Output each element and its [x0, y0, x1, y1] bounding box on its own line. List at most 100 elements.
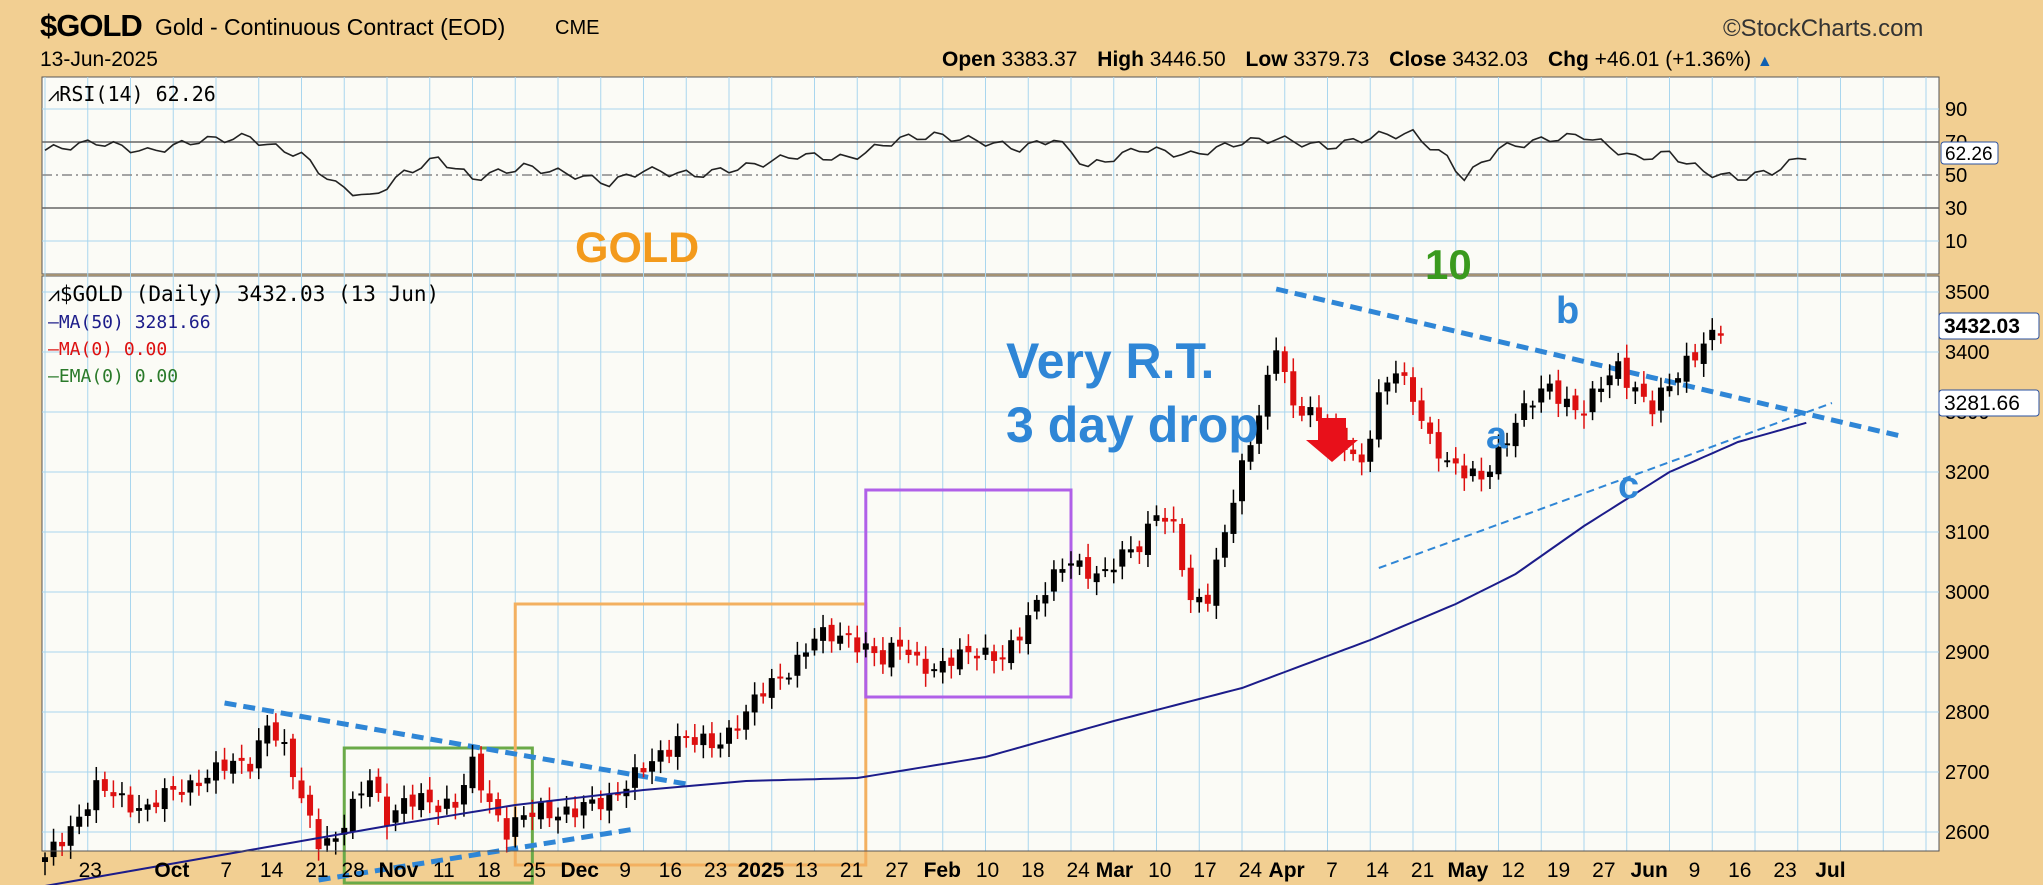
- candle-body: [820, 627, 827, 641]
- wave-10-label: 10: [1425, 241, 1472, 288]
- candle-body: [1666, 386, 1673, 392]
- candle-body: [1221, 532, 1228, 558]
- upper-trendline-2025: [1275, 286, 1901, 439]
- candle-body: [1016, 636, 1023, 641]
- x-axis: 23 Oct 7 14 21 28 Nov 11 18 25 Dec 9 16 23 2025 13 21 27 F…: [42, 850, 1939, 882]
- brand-link[interactable]: ©StockCharts.com: [1723, 15, 1924, 42]
- candle-body: [700, 733, 707, 746]
- candle-body: [1375, 392, 1382, 440]
- price-legend-item: —EMA(0) 0.00: [48, 366, 178, 387]
- x-tick-label: 12: [1502, 859, 1525, 882]
- candle-body: [1709, 329, 1716, 341]
- candle-body: [751, 694, 758, 713]
- x-tick-label: 13: [795, 859, 818, 882]
- candle-body: [50, 841, 57, 858]
- candle-body: [118, 793, 125, 796]
- trendlines: [224, 286, 1901, 883]
- candle-body: [255, 740, 262, 769]
- candle-body: [375, 776, 382, 794]
- candle-body: [879, 650, 886, 665]
- candle-body: [956, 649, 963, 670]
- candle-body: [452, 801, 459, 808]
- candle-body: [1469, 468, 1476, 477]
- x-tick-label: 10: [976, 859, 999, 882]
- candle-body: [1435, 432, 1442, 459]
- candle-body: [657, 750, 664, 762]
- y-tick-label: 2900: [1945, 642, 1990, 664]
- x-tick-label: 14: [260, 859, 284, 882]
- x-tick-label: Oct: [154, 859, 189, 882]
- price-legend-item: ⩘$GOLD (Daily) 3432.03 (13 Jun): [48, 282, 439, 306]
- consolidation-box-orange: [513, 602, 868, 867]
- candle-body: [1598, 388, 1605, 392]
- candle-body: [1127, 549, 1134, 553]
- candle-body: [486, 793, 493, 802]
- y-tick-label: 3500: [1945, 282, 1990, 304]
- candle-body: [264, 725, 271, 744]
- x-tick-label: 19: [1547, 859, 1570, 882]
- candle-body: [1700, 343, 1707, 364]
- candle-body: [170, 786, 177, 790]
- rsi-layer: [44, 128, 1807, 197]
- x-tick-label: 10: [1148, 859, 1171, 882]
- high-label: High: [1097, 48, 1144, 71]
- candle-body: [426, 789, 433, 803]
- candle-body: [982, 647, 989, 655]
- description: Gold - Continuous Contract (EOD): [155, 14, 506, 40]
- x-tick-label: 18: [1021, 859, 1044, 882]
- candle-body: [1581, 413, 1587, 416]
- lower-trendline-2025: [1378, 402, 1833, 569]
- candle-body: [828, 624, 835, 642]
- candle-body: [1606, 375, 1613, 386]
- candle-body: [811, 638, 818, 651]
- candle-body: [1068, 563, 1074, 566]
- wave-c-label: c: [1618, 465, 1639, 507]
- candle-body: [1623, 357, 1630, 388]
- y-tick-label: 3100: [1945, 522, 1990, 544]
- as-of-date: 13-Jun-2025: [40, 48, 158, 71]
- rsi-tick-label: 10: [1945, 231, 1967, 253]
- candle-body: [1230, 502, 1237, 534]
- candle-body: [1478, 470, 1485, 480]
- candle-body: [1144, 523, 1151, 555]
- x-tick-label: May: [1447, 859, 1488, 882]
- candle-body: [153, 802, 160, 808]
- candle-body: [460, 785, 467, 805]
- candle-body: [1384, 382, 1391, 392]
- y-tick-label: 2600: [1945, 822, 1990, 844]
- chg-label: Chg: [1547, 48, 1589, 71]
- candle-body: [289, 738, 296, 778]
- candle-body: [862, 643, 869, 650]
- candle-body: [281, 742, 288, 745]
- rsi-legend: ⩘RSI(14) 62.26: [48, 82, 216, 106]
- wave-a-label: a: [1486, 415, 1508, 457]
- candle-body: [1042, 595, 1049, 604]
- candle-body: [777, 676, 784, 679]
- candle-body: [392, 810, 399, 823]
- candle-body: [965, 645, 972, 653]
- candle-body: [358, 793, 365, 796]
- candle-body: [341, 827, 348, 835]
- y-tick-label: 2700: [1945, 762, 1990, 784]
- candle-body: [1059, 569, 1066, 573]
- x-tick-label: 16: [659, 859, 682, 882]
- x-tick-label: 25: [523, 859, 546, 882]
- candle-body: [1717, 333, 1724, 336]
- candle-body: [1315, 407, 1322, 422]
- candle-body: [1572, 395, 1579, 411]
- candle-body: [1538, 388, 1545, 403]
- x-tick-label: 14: [1366, 859, 1390, 882]
- candle-body: [435, 805, 442, 813]
- open-label: Open: [942, 48, 996, 71]
- x-tick-label: Feb: [924, 859, 961, 882]
- candle-body: [674, 736, 681, 757]
- candle-body: [469, 756, 476, 789]
- candle-body: [443, 798, 450, 809]
- candle-body: [1050, 569, 1057, 592]
- candle-body: [307, 794, 314, 816]
- x-tick-label: 2025: [738, 859, 785, 882]
- candle-body: [1657, 387, 1664, 411]
- candle-body: [1367, 438, 1374, 462]
- x-tick-label: 24: [1067, 859, 1091, 882]
